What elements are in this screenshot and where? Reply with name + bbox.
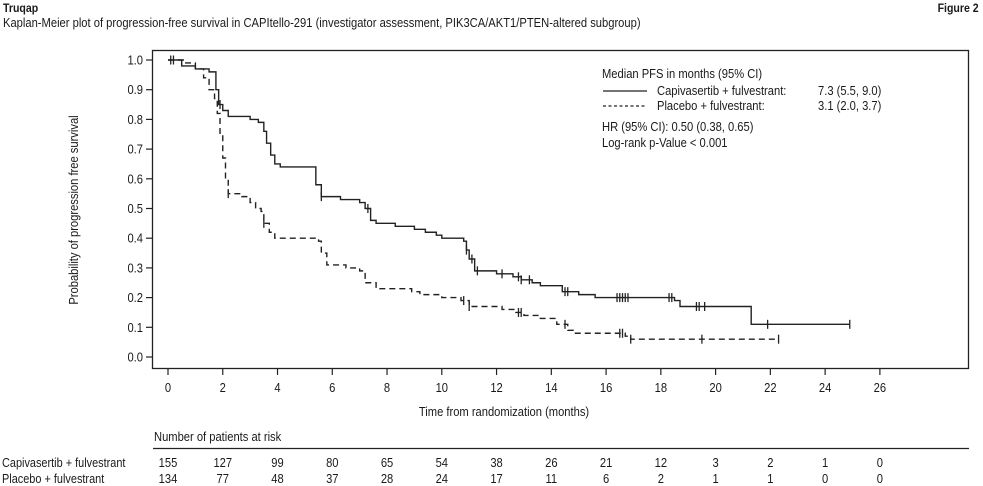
risk-table: Number of patients at risk Capivasertib …: [2, 429, 969, 486]
risk-row-label-placebo: Placebo + fulvestrant: [2, 471, 105, 486]
risk-value-capivasertib: 26: [545, 455, 558, 470]
x-tick-label: 10: [436, 380, 449, 395]
risk-value-capivasertib: 12: [655, 455, 668, 470]
risk-value-placebo: 1: [712, 471, 718, 486]
y-axis-label: Probability of progression free survival: [66, 115, 81, 304]
risk-value-capivasertib: 2: [767, 455, 773, 470]
y-tick-label: 0.2: [127, 290, 143, 305]
x-tick-label: 8: [384, 380, 390, 395]
plot-frame: [151, 49, 970, 370]
x-axis-label: Time from randomization (months): [419, 404, 589, 419]
figure-label: Figure 2: [937, 1, 979, 15]
risk-value-capivasertib: 65: [381, 455, 394, 470]
x-tick-label: 26: [874, 380, 887, 395]
risk-value-capivasertib: 0: [877, 455, 883, 470]
y-tick-label: 0.7: [127, 142, 143, 157]
risk-value-placebo: 134: [159, 471, 178, 486]
y-tick-label: 0.9: [127, 82, 143, 97]
risk-value-capivasertib: 155: [159, 455, 178, 470]
y-tick-label: 0.5: [127, 201, 143, 216]
y-tick-label: 0.0: [127, 350, 143, 365]
y-tick-label: 0.3: [127, 261, 143, 276]
risk-table-heading: Number of patients at risk: [154, 429, 282, 444]
legend-value-capivasertib: 7.3 (5.5, 9.0): [818, 83, 881, 98]
risk-value-placebo: 2: [658, 471, 664, 486]
risk-value-placebo: 6: [603, 471, 609, 486]
y-tick-label: 0.4: [127, 231, 143, 246]
risk-value-capivasertib: 38: [490, 455, 503, 470]
x-axis: 0 2 4 6 8 10 12 14 16 18 20 22 24 26: [165, 368, 887, 395]
legend-heading: Median PFS in months (95% CI): [602, 66, 762, 81]
risk-value-placebo: 24: [436, 471, 449, 486]
risk-value-capivasertib: 54: [436, 455, 449, 470]
x-tick-label: 18: [655, 380, 668, 395]
risk-value-placebo: 17: [490, 471, 503, 486]
x-tick-label: 12: [490, 380, 503, 395]
hazard-ratio-text: HR (95% CI): 0.50 (0.38, 0.65): [602, 119, 753, 134]
y-axis: 0.0 0.1 0.2 0.3 0.4 0.5 0.6 0.7 0.8 0.9 1.0: [127, 53, 153, 365]
x-tick-label: 14: [545, 380, 558, 395]
risk-value-placebo: 48: [271, 471, 284, 486]
risk-row-label-capivasertib: Capivasertib + fulvestrant: [2, 455, 126, 470]
y-tick-label: 1.0: [127, 53, 143, 68]
km-curve-capivasertib: [168, 59, 850, 326]
risk-value-placebo: 11: [546, 471, 558, 486]
risk-value-capivasertib: 80: [326, 455, 339, 470]
risk-value-placebo: 28: [381, 471, 394, 486]
y-tick-label: 0.8: [127, 112, 143, 127]
y-tick-label: 0.1: [127, 320, 143, 335]
x-tick-label: 2: [220, 380, 226, 395]
risk-value-capivasertib: 21: [600, 455, 613, 470]
risk-value-placebo: 0: [877, 471, 883, 486]
risk-value-placebo: 0: [822, 471, 828, 486]
risk-value-capivasertib: 99: [271, 455, 284, 470]
risk-value-capivasertib: 3: [712, 455, 718, 470]
legend-entry-placebo: Placebo + fulvestrant:: [657, 98, 765, 113]
risk-value-placebo: 37: [326, 471, 339, 486]
brand-name: Truqap: [3, 1, 39, 15]
x-tick-label: 16: [600, 380, 613, 395]
risk-value-placebo: 1: [767, 471, 773, 486]
survival-curves: [168, 55, 851, 344]
risk-value-capivasertib: 1: [822, 455, 828, 470]
x-tick-label: 24: [819, 380, 832, 395]
x-tick-label: 6: [329, 380, 335, 395]
x-tick-label: 4: [274, 380, 280, 395]
chart-title: Kaplan-Meier plot of progression-free su…: [3, 15, 641, 30]
x-tick-label: 0: [165, 380, 171, 395]
km-curve-placebo: [168, 59, 779, 340]
risk-value-placebo: 77: [217, 471, 230, 486]
risk-value-capivasertib: 127: [213, 455, 232, 470]
pvalue-text: Log-rank p-Value < 0.001: [602, 135, 728, 150]
x-tick-label: 22: [764, 380, 777, 395]
legend: Median PFS in months (95% CI) Capivasert…: [602, 66, 881, 150]
legend-value-placebo: 3.1 (2.0, 3.7): [818, 98, 881, 113]
x-tick-label: 20: [709, 380, 722, 395]
legend-entry-capivasertib: Capivasertib + fulvestrant:: [657, 83, 786, 98]
y-tick-label: 0.6: [127, 172, 143, 187]
